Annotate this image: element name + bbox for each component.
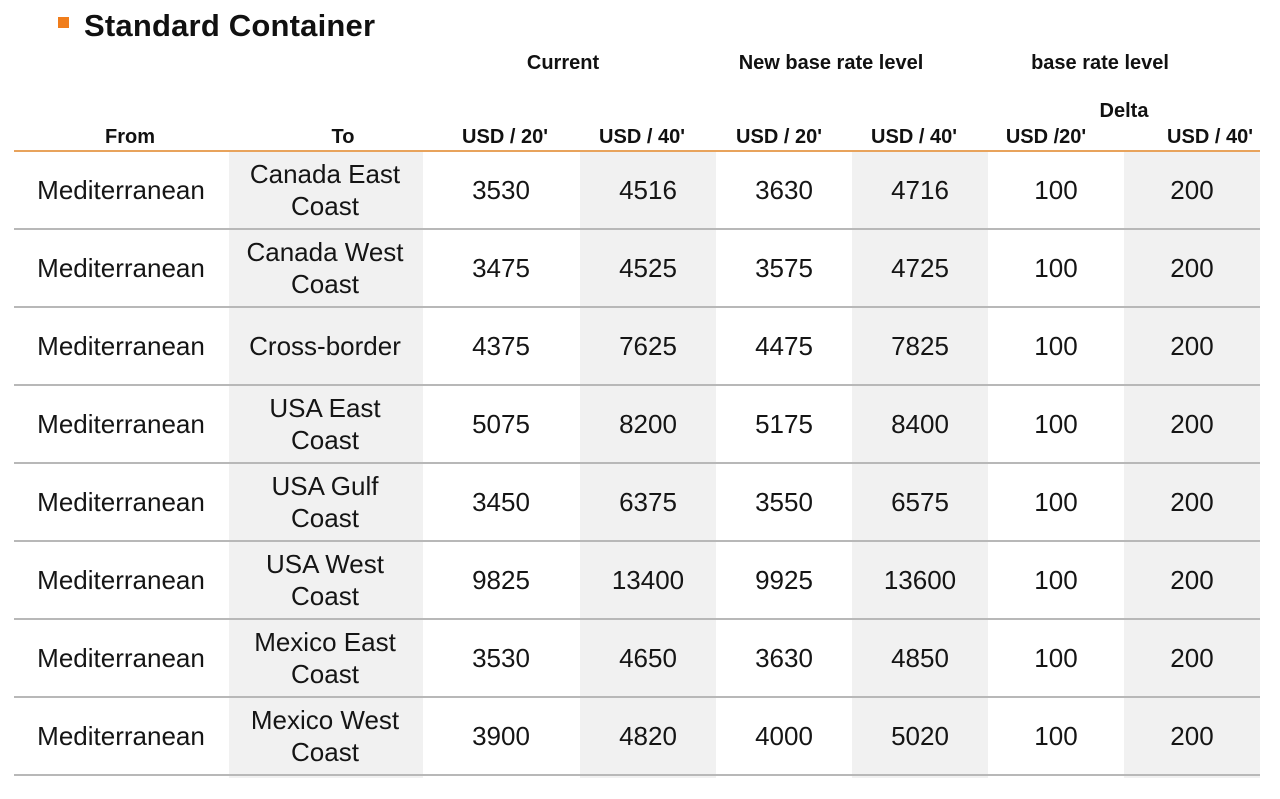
page-title-block: Standard Container	[58, 6, 375, 46]
cell-current-20: 3450	[472, 487, 530, 517]
cell-new-40: 8400	[891, 409, 949, 439]
column-header-to: To	[331, 126, 355, 148]
cell-to: Canada East Coast	[249, 159, 401, 221]
table-row: Mediterranean Mexico West Coast 3900 482…	[14, 698, 1260, 776]
cell-delta-20: 100	[1034, 175, 1078, 205]
cell-new-20: 3630	[755, 643, 813, 673]
cell-delta-40: 200	[1170, 331, 1214, 361]
cell-delta-20: 100	[1034, 487, 1078, 517]
cell-new-20: 3550	[755, 487, 813, 517]
column-header-delta-20: USD /20'	[1005, 126, 1087, 148]
cell-from: Mediterranean	[37, 253, 205, 283]
cell-delta-40: 200	[1170, 487, 1214, 517]
cell-current-20: 3530	[472, 175, 530, 205]
cell-from: Mediterranean	[37, 331, 205, 361]
cell-delta-20: 100	[1034, 565, 1078, 595]
rate-table-body: Mediterranean Canada East Coast 3530 451…	[14, 152, 1260, 776]
cell-from: Mediterranean	[37, 409, 205, 439]
cell-new-40: 4850	[891, 643, 949, 673]
cell-new-20: 3630	[755, 175, 813, 205]
group-label-current: Current	[526, 52, 600, 74]
shaded-column-new-40	[852, 152, 988, 778]
cell-from: Mediterranean	[37, 175, 205, 205]
cell-delta-40: 200	[1170, 175, 1214, 205]
cell-new-20: 4475	[755, 331, 813, 361]
cell-current-40: 13400	[611, 565, 685, 595]
cell-current-40: 4516	[619, 175, 677, 205]
cell-from: Mediterranean	[37, 565, 205, 595]
column-header-current-40: USD / 40'	[599, 126, 685, 148]
cell-current-40: 4650	[619, 643, 677, 673]
cell-current-40: 8200	[619, 409, 677, 439]
cell-from: Mediterranean	[37, 721, 205, 751]
cell-current-20: 5075	[472, 409, 530, 439]
cell-to: USA Gulf Coast	[271, 471, 379, 533]
cell-delta-40: 200	[1170, 409, 1214, 439]
cell-from: Mediterranean	[37, 487, 205, 517]
cell-delta-20: 100	[1034, 331, 1078, 361]
cell-delta-40: 200	[1170, 643, 1214, 673]
group-label-delta: Delta	[1099, 100, 1149, 122]
table-row: Mediterranean Mexico East Coast 3530 465…	[14, 620, 1260, 698]
cell-current-40: 4820	[619, 721, 677, 751]
cell-current-40: 7625	[619, 331, 677, 361]
cell-delta-20: 100	[1034, 721, 1078, 751]
group-label-base-rate: base rate level	[1031, 52, 1169, 74]
cell-current-20: 3900	[472, 721, 530, 751]
cell-new-40: 4725	[891, 253, 949, 283]
cell-current-40: 6375	[619, 487, 677, 517]
shaded-column-delta-40	[1124, 152, 1260, 778]
cell-new-40: 5020	[891, 721, 949, 751]
cell-new-20: 3575	[755, 253, 813, 283]
cell-current-20: 3530	[472, 643, 530, 673]
cell-delta-20: 100	[1034, 409, 1078, 439]
column-header-new-40: USD / 40'	[871, 126, 957, 148]
cell-to: Canada West Coast	[246, 237, 404, 299]
table-row: Mediterranean Canada East Coast 3530 451…	[14, 152, 1260, 230]
group-label-new-base-rate: New base rate level	[738, 52, 924, 74]
table-row: Mediterranean USA Gulf Coast 3450 6375 3…	[14, 464, 1260, 542]
table-row: Mediterranean USA West Coast 9825 13400 …	[14, 542, 1260, 620]
cell-delta-40: 200	[1170, 721, 1214, 751]
cell-delta-40: 200	[1170, 565, 1214, 595]
shaded-column-current-40	[580, 152, 716, 778]
page-title: Standard Container	[84, 8, 376, 43]
header-divider	[14, 150, 1260, 152]
cell-new-40: 6575	[891, 487, 949, 517]
cell-current-40: 4525	[619, 253, 677, 283]
table-row: Mediterranean USA East Coast 5075 8200 5…	[14, 386, 1260, 464]
cell-to: Mexico West Coast	[250, 705, 400, 767]
cell-delta-20: 100	[1034, 253, 1078, 283]
cell-to: USA West Coast	[265, 549, 384, 611]
column-header-current-20: USD / 20'	[462, 126, 548, 148]
cell-new-20: 5175	[755, 409, 813, 439]
cell-new-20: 9925	[755, 565, 813, 595]
cell-new-40: 4716	[891, 175, 949, 205]
cell-new-20: 4000	[755, 721, 813, 751]
cell-to: Cross-border	[249, 331, 401, 361]
cell-delta-20: 100	[1034, 643, 1078, 673]
cell-delta-40: 200	[1170, 253, 1214, 283]
shaded-column-to	[229, 152, 423, 778]
column-header-delta-40: USD / 40'	[1167, 126, 1253, 148]
cell-new-40: 7825	[891, 331, 949, 361]
cell-to: Mexico East Coast	[254, 627, 396, 689]
column-header-new-20: USD / 20'	[736, 126, 822, 148]
cell-from: Mediterranean	[37, 643, 205, 673]
cell-current-20: 9825	[472, 565, 530, 595]
orange-square-bullet-icon	[58, 16, 69, 28]
cell-current-20: 4375	[472, 331, 530, 361]
cell-to: USA East Coast	[269, 393, 381, 455]
table-row: Mediterranean Canada West Coast 3475 452…	[14, 230, 1260, 308]
cell-new-40: 13600	[883, 565, 957, 595]
table-row: Mediterranean Cross-border 4375 7625 447…	[14, 308, 1260, 386]
cell-current-20: 3475	[472, 253, 530, 283]
column-header-from: From	[105, 126, 155, 148]
